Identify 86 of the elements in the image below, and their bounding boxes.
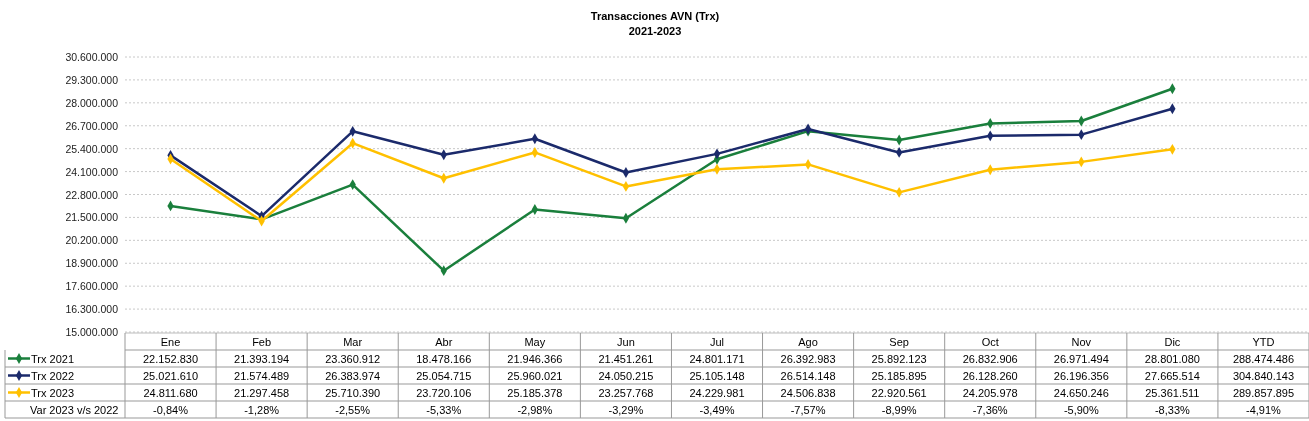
y-tick-label: 15.000.000 <box>65 326 119 338</box>
text: 304.840.143 <box>1232 370 1295 382</box>
x-tick-label: May <box>524 336 546 348</box>
data-label: 25.105.148 <box>689 370 745 382</box>
data-label: 25.361.511 <box>1145 387 1200 399</box>
data-label: 25.021.610 <box>143 370 199 382</box>
text: -0,84% <box>153 404 189 416</box>
data-label: 21.946.366 <box>507 353 563 365</box>
y-tick-label: 29.300.000 <box>65 73 119 86</box>
data-label: 27.665.514 <box>1144 370 1200 382</box>
x-tick-label: Mar <box>343 336 363 348</box>
x-tick-label: Ene <box>160 336 181 348</box>
text: -2,98% <box>517 404 553 416</box>
data-label: 26.514.148 <box>780 370 836 382</box>
x-tick-label: Abr <box>435 336 453 348</box>
data-label: 18.478.166 <box>416 353 472 365</box>
text: -4,91% <box>1246 404 1282 416</box>
y-tick-label: 25.400.000 <box>65 142 119 155</box>
data-label: 24.801.171 <box>689 353 745 365</box>
x-tick-label: Nov <box>1071 336 1092 348</box>
text: -8,33% <box>1154 404 1191 416</box>
x-tick-label: Oct <box>981 336 999 348</box>
text: -7,36% <box>972 404 1008 416</box>
x-tick-label: YTD <box>1252 336 1275 348</box>
y-tick-label: 24.100.000 <box>65 165 119 178</box>
data-label: 24.205.978 <box>962 387 1018 399</box>
text: -2,55% <box>335 404 371 416</box>
data-label: 24.506.838 <box>780 387 836 399</box>
data-label: 24.050.215 <box>598 370 654 382</box>
data-label: 26.392.983 <box>780 353 836 365</box>
y-tick-label: 22.800.000 <box>65 188 119 201</box>
x-tick-label: Feb <box>252 336 272 348</box>
y-tick-label: 20.200.000 <box>65 234 119 247</box>
data-label: 24.229.981 <box>689 387 745 399</box>
legend-label: Trx 2022 <box>31 370 75 382</box>
data-label: 26.383.974 <box>325 370 381 382</box>
text: -3,49% <box>699 404 735 416</box>
data-label: 26.832.906 <box>962 353 1018 365</box>
data-label: 25.185.895 <box>871 370 927 382</box>
legend-label: Trx 2023 <box>31 387 75 399</box>
data-label: 26.196.356 <box>1053 370 1109 382</box>
data-label: 25.710.390 <box>325 387 381 399</box>
data-label: 21.297.458 <box>234 387 290 399</box>
data-label: 21.574.489 <box>234 370 290 382</box>
x-tick-label: Sep <box>889 336 909 348</box>
y-tick-label: 21.500.000 <box>65 211 119 224</box>
text: -7,57% <box>790 404 826 416</box>
data-label: 23.257.768 <box>598 387 654 399</box>
text: -8,99% <box>881 404 917 416</box>
x-tick-label: Jun <box>617 336 635 348</box>
x-tick-label: Ago <box>798 336 818 348</box>
data-label: 25.960.021 <box>507 370 563 382</box>
legend-label: Trx 2021 <box>31 353 75 365</box>
data-label: 21.393.194 <box>234 353 290 365</box>
data-label: 22.152.830 <box>143 353 199 365</box>
x-tick-label: Jul <box>709 336 725 348</box>
text: -3,29% <box>608 404 644 416</box>
x-tick-label: Dic <box>1164 336 1181 348</box>
y-tick-label: 30.600.000 <box>65 51 119 63</box>
data-label: 28.801.080 <box>1144 353 1200 365</box>
data-label: 25.185.378 <box>507 387 563 399</box>
chart-subtitle: 2021-2023 <box>628 25 682 37</box>
data-label: 26.128.260 <box>962 370 1018 382</box>
y-tick-label: 17.600.000 <box>65 280 119 293</box>
text: -5,33% <box>426 404 462 416</box>
text: -1,28% <box>244 404 280 416</box>
data-label: 25.892.123 <box>871 353 927 365</box>
text: Var 2023 v/s 2022 <box>30 404 119 416</box>
point <box>622 167 630 178</box>
data-label: 24.811.680 <box>143 387 198 399</box>
data-label: 23.360.912 <box>325 353 381 365</box>
y-tick-label: 16.300.000 <box>65 303 119 316</box>
data-label: 21.451.261 <box>598 353 654 365</box>
text: -5,90% <box>1063 404 1099 416</box>
data-label: 22.920.561 <box>871 387 927 399</box>
y-tick-label: 28.000.000 <box>65 96 119 109</box>
y-tick-label: 18.900.000 <box>65 257 119 270</box>
data-label: 26.971.494 <box>1053 353 1109 365</box>
point <box>622 181 630 192</box>
data-label: 24.650.246 <box>1053 387 1109 399</box>
chart-title: Transacciones AVN (Trx) <box>590 10 720 22</box>
data-label: 23.720.106 <box>416 387 472 399</box>
text: 289.857.895 <box>1232 387 1295 399</box>
y-tick-label: 26.700.000 <box>65 119 119 132</box>
data-label: 25.054.715 <box>416 370 472 382</box>
text: 288.474.486 <box>1232 353 1295 365</box>
